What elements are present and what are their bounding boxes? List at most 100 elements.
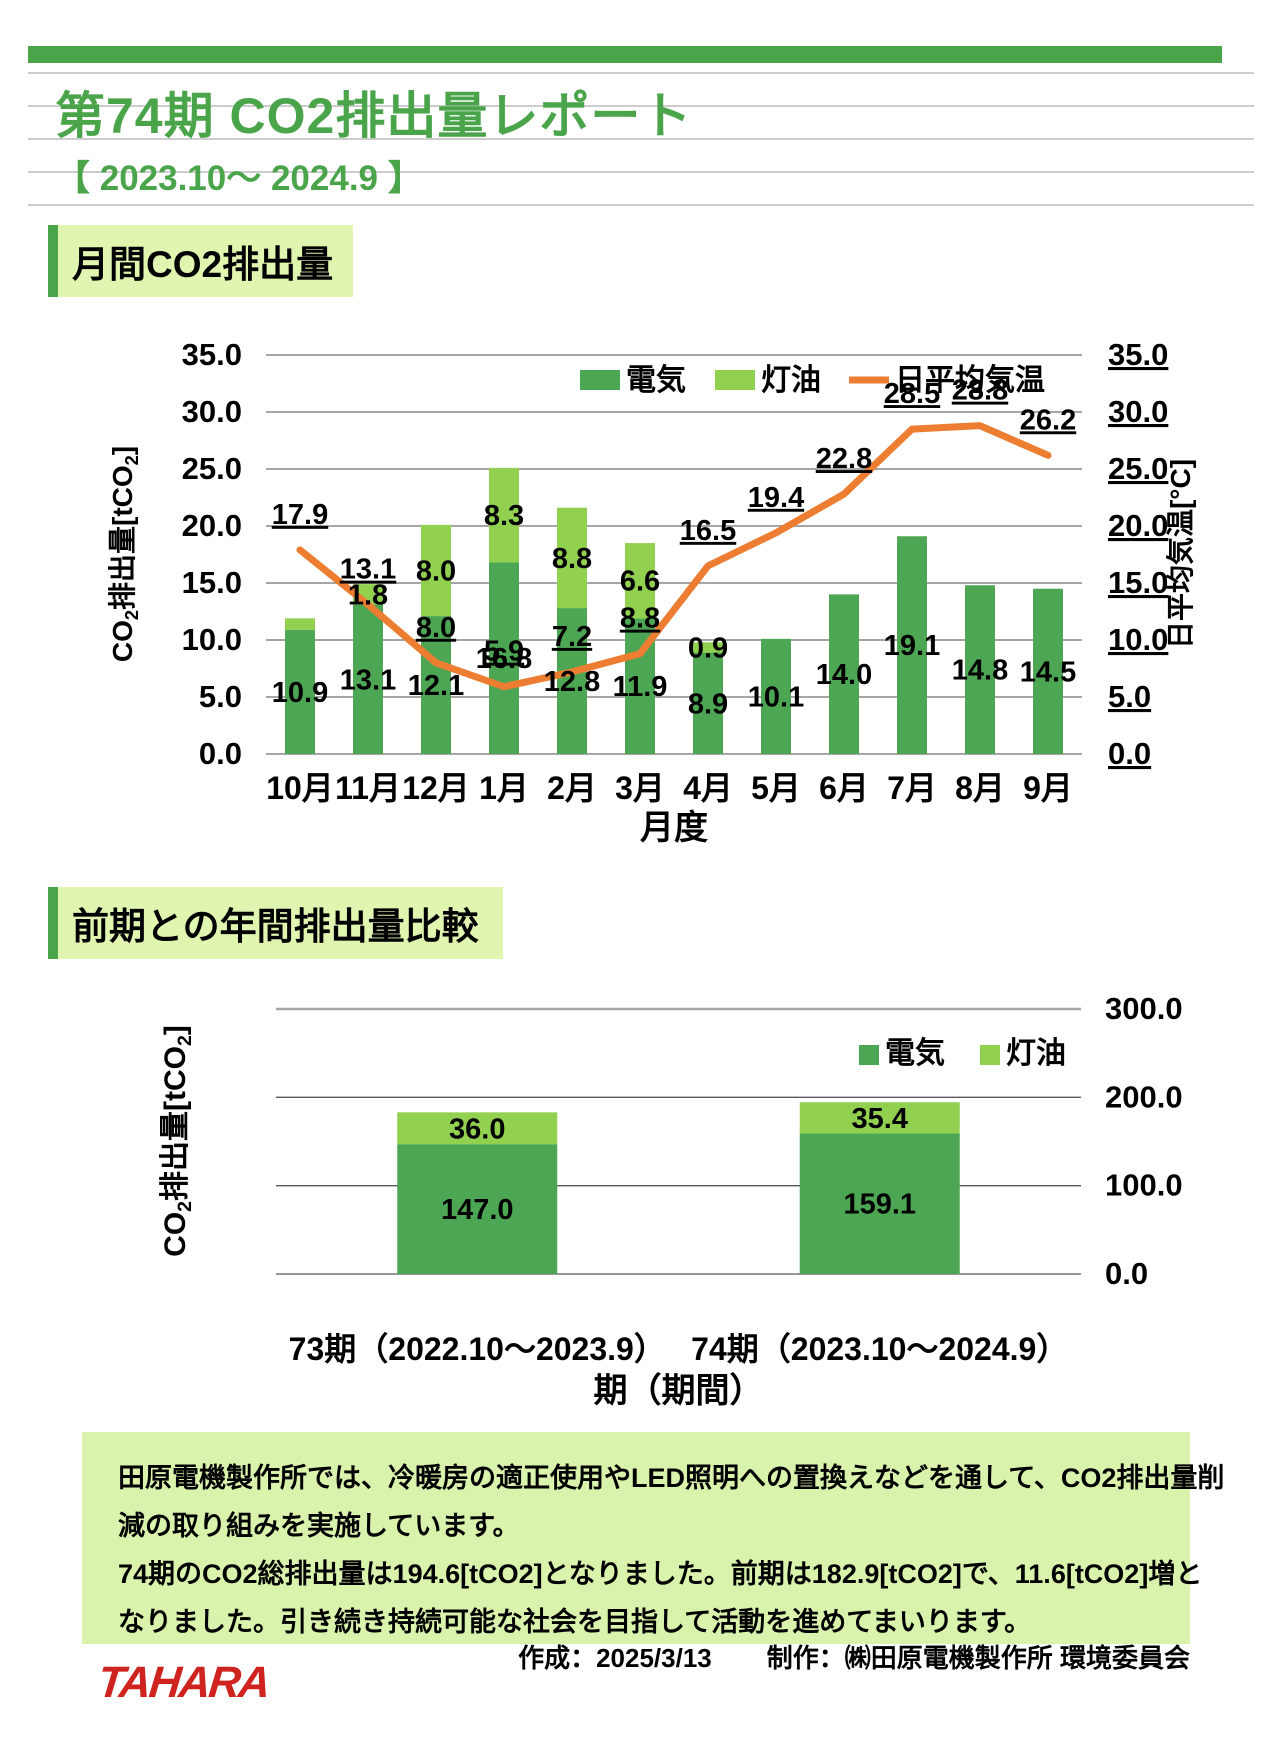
- electricity-value-label: 13.1: [340, 664, 396, 696]
- kerosene-bar-segment: [557, 507, 587, 609]
- right-axis-tick: 20.0: [1108, 508, 1168, 543]
- kerosene-bar-segment: [489, 467, 519, 563]
- month-tick-label: 9月: [1023, 770, 1073, 806]
- right-axis-tick: 200.0: [1105, 1079, 1183, 1114]
- electricity-value-label: 14.5: [1020, 656, 1076, 688]
- period-tick-label: 73期（2022.10～2023.9）: [289, 1331, 666, 1367]
- kerosene-bar-segment: [693, 642, 723, 653]
- month-tick-label: 7月: [887, 770, 937, 806]
- tahara-logo: TAHARA: [95, 1658, 272, 1707]
- left-axis-title: CO2排出量[tCO2]: [159, 1025, 196, 1257]
- page-title: 第74期 CO2排出量レポート: [55, 88, 693, 144]
- top-accent-bar: [28, 46, 1222, 63]
- gridlines: [276, 1007, 1081, 1275]
- kerosene-value-label: 1.8: [348, 579, 388, 611]
- electricity-bar-segment: [421, 616, 451, 754]
- temperature-value-label: 28.8: [952, 375, 1008, 407]
- electricity-value-label: 10.1: [748, 681, 804, 713]
- legend-swatch-kerosene: [715, 370, 755, 390]
- right-axis-tick: 35.0: [1108, 337, 1168, 372]
- electricity-bar-segment: [1033, 588, 1063, 754]
- note-line: なりました。引き続き持続可能な社会を目指して活動を進めてまいります。: [118, 1607, 1032, 1637]
- annual-comparison-chart: 147.0 36.0 159.1 35.4 0.0 100.0 200.0 300.0 73期（…: [159, 991, 1183, 1410]
- x-axis-title: 期（期間）: [594, 1371, 764, 1410]
- footer-created-date: 作成：2025/3/13: [518, 1643, 712, 1673]
- period-tick-label: 74期（2023.10～2024.9）: [691, 1331, 1068, 1367]
- right-axis-tick: 15.0: [1108, 565, 1168, 600]
- electricity-bar-segment: [897, 536, 927, 754]
- temperature-value-label: 22.8: [816, 443, 872, 475]
- electricity-bar-segment: [693, 652, 723, 754]
- temperature-value-label: 16.5: [680, 515, 736, 547]
- electricity-bar-segment: [829, 594, 859, 754]
- kerosene-value-label: 8.3: [484, 500, 524, 532]
- kerosene-value-label: 0.9: [688, 632, 728, 664]
- kerosene-value-label: 8.8: [552, 543, 592, 575]
- month-tick-label: 1月: [479, 770, 529, 806]
- electricity-value-label: 159.1: [843, 1189, 916, 1221]
- kerosene-bar-segment: [397, 1112, 558, 1145]
- right-axis-tick: 100.0: [1105, 1168, 1183, 1203]
- kerosene-bar-segment: [799, 1102, 960, 1134]
- temperature-value-label: 8.0: [416, 612, 456, 644]
- legend-swatch-electricity: [580, 370, 620, 390]
- footer-producer: 制作：㈱田原電機製作所 環境委員会: [766, 1643, 1190, 1673]
- electricity-bar-segment: [397, 1144, 558, 1274]
- month-tick-label: 3月: [615, 770, 665, 806]
- temperature-series: [296, 422, 1052, 691]
- ruled-line: [28, 105, 1254, 107]
- right-axis-tick: 25.0: [1108, 451, 1168, 486]
- temperature-value-label: 5.9: [484, 636, 524, 668]
- bars: [285, 467, 1063, 754]
- legend-label-kerosene: 灯油: [1006, 1037, 1066, 1070]
- left-axis-tick: 0.0: [199, 736, 242, 771]
- right-axis-tick: 5.0: [1108, 679, 1151, 714]
- left-axis-tick: 35.0: [182, 337, 242, 372]
- electricity-value-label: 14.8: [952, 655, 1008, 687]
- electricity-value-label: 14.0: [816, 659, 872, 691]
- electricity-bar-segment: [285, 629, 315, 754]
- temperature-value-label: 7.2: [552, 621, 592, 653]
- temperature-value-label: 17.9: [272, 499, 328, 531]
- right-axis-tick: 300.0: [1105, 991, 1183, 1026]
- left-axis-title: CO2排出量[tCO2]: [107, 446, 142, 662]
- right-axis-tick: 10.0: [1108, 622, 1168, 657]
- left-axis-tick: 15.0: [182, 565, 242, 600]
- ruled-line: [28, 204, 1254, 206]
- month-tick-label: 11月: [335, 770, 401, 806]
- electricity-bar-segment: [965, 585, 995, 754]
- kerosene-bar-segment: [421, 524, 451, 617]
- axes: 0.0 0.0 5.0 5.0 10.0 10.0 15.0 15.0 20.0 20.0 25.0…: [107, 337, 1196, 847]
- right-axis-title: 日平均気温[°C]: [1165, 459, 1196, 649]
- month-tick-label: 2月: [547, 770, 597, 806]
- left-axis-tick: 30.0: [182, 394, 242, 429]
- kerosene-value-label: 6.6: [620, 566, 660, 598]
- temperature-value-label: 26.2: [1020, 404, 1076, 436]
- monthly-emissions-chart: 10.9 13.11.812.18.016.88.312.88.811.96.68…: [107, 337, 1196, 847]
- kerosene-bar-segment: [285, 618, 315, 630]
- electricity-value-label: 10.9: [272, 677, 328, 709]
- electricity-value-label: 19.1: [884, 630, 940, 662]
- right-axis-tick: 0.0: [1108, 736, 1151, 771]
- left-axis-tick: 25.0: [182, 451, 242, 486]
- ruled-line: [28, 171, 1254, 173]
- temperature-value-label: 28.5: [884, 378, 940, 410]
- legend: 電気 灯油 日平均気温: [580, 364, 1045, 397]
- data-labels: 147.0 36.0 159.1 35.4: [441, 1103, 916, 1226]
- kerosene-value-label: 35.4: [852, 1103, 908, 1135]
- section-heading-monthly: 月間CO2排出量: [48, 225, 353, 297]
- section-heading-annual: 前期との年間排出量比較: [48, 887, 503, 959]
- right-axis-tick: 30.0: [1108, 394, 1168, 429]
- x-axis-title: 月度: [640, 809, 708, 847]
- electricity-bar-segment: [799, 1133, 960, 1274]
- axes: 0.0 100.0 200.0 300.0 73期（2022.10～2023.9） 74期…: [159, 991, 1183, 1410]
- month-tick-label: 12月: [402, 770, 470, 806]
- temperature-value-label: 8.8: [620, 603, 660, 635]
- electricity-value-label: 147.0: [441, 1194, 514, 1226]
- month-tick-label: 8月: [955, 770, 1005, 806]
- legend-label-temperature: 日平均気温: [895, 364, 1045, 397]
- bars: [397, 1102, 960, 1274]
- electricity-value-label: 12.1: [408, 670, 464, 702]
- kerosene-value-label: 36.0: [449, 1113, 505, 1145]
